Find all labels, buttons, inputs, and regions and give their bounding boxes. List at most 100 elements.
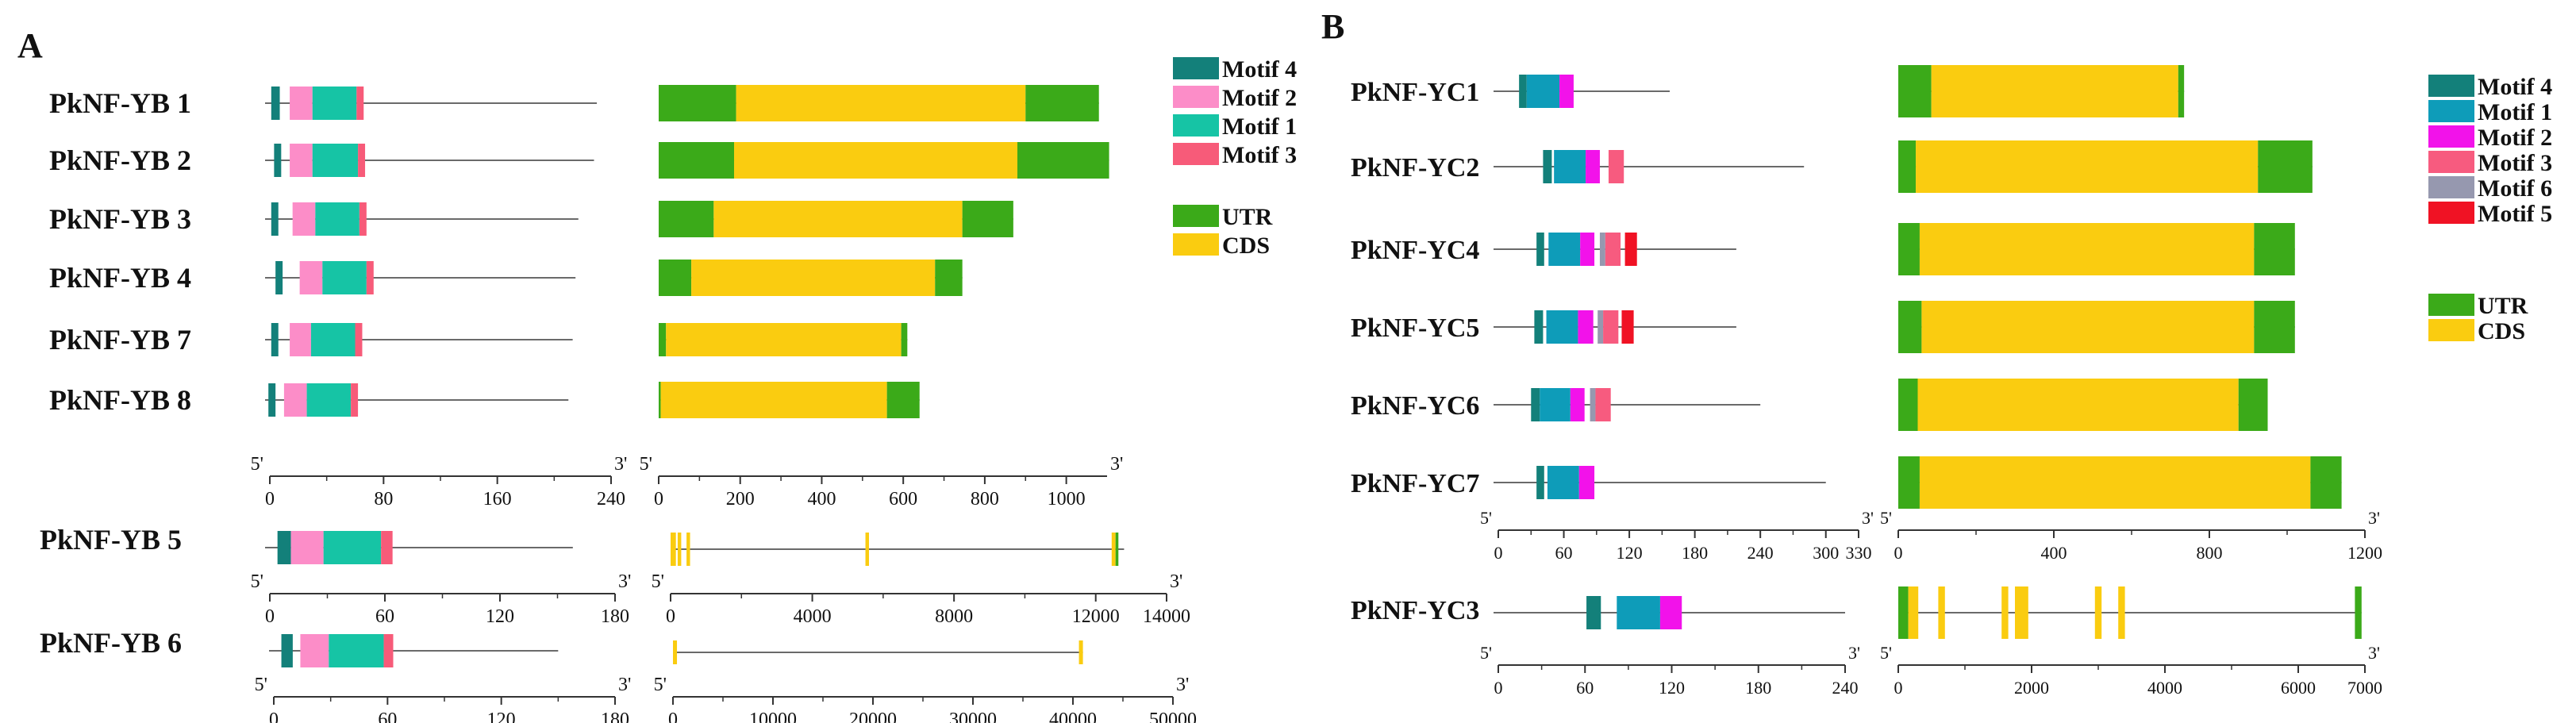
motif4-box: [1536, 233, 1544, 266]
motif1-B-box: [312, 144, 359, 177]
motif5-C-legend-swatch: [2428, 202, 2474, 224]
utr-segment: [1898, 301, 1922, 353]
motif6-C-legend-swatch: [2428, 176, 2474, 198]
axis-tick-label: 180: [601, 710, 629, 723]
utr-segment: [2254, 223, 2295, 275]
axis-tick-label: 20000: [849, 710, 897, 723]
cds-segment: [677, 533, 682, 566]
utr-segment: [2355, 586, 2362, 639]
utr-segment: [1115, 533, 1119, 566]
motif2-B-box: [290, 323, 311, 356]
axis-tick-label: 240: [597, 489, 625, 510]
axis-tick-label: 300: [1813, 543, 1839, 563]
axis-tick-label: 40000: [1049, 710, 1097, 723]
axis-tick-label: 4000: [2147, 678, 2182, 698]
utr-segment: [901, 323, 908, 356]
motif3-C-box: [1608, 150, 1624, 183]
motif1-C-box: [1526, 75, 1560, 108]
gene-label: PkNF-YC5: [1351, 313, 1479, 343]
motif5-C-box: [1624, 233, 1637, 266]
motif1-B-box: [315, 202, 359, 236]
motif3-B-box: [358, 144, 366, 177]
utr-segment: [2178, 65, 2185, 117]
motif6-C-box: [1598, 310, 1604, 344]
utr-segment: [1898, 586, 1909, 639]
motif3-B-box: [383, 634, 394, 667]
motif2-C-box: [1659, 596, 1682, 629]
axis-start-label: 5': [654, 675, 667, 695]
motif4-box: [1536, 466, 1544, 499]
axis-tick-label: 30000: [949, 710, 997, 723]
motif4-box: [1534, 310, 1544, 344]
utr-segment: [1898, 379, 1918, 431]
legend-label: CDS: [1222, 233, 1270, 259]
axis-tick-label: 120: [486, 606, 514, 627]
axis-end-label: 3': [1176, 675, 1189, 695]
motif3-B-box: [366, 261, 374, 294]
axis-tick-label: 10000: [749, 710, 797, 723]
motif2-C-box: [1570, 388, 1585, 421]
motif1-B-box: [306, 383, 352, 417]
panel-label-A: A: [17, 26, 43, 65]
axis-tick-label: 60: [1576, 678, 1594, 698]
motif3-B-box: [355, 323, 363, 356]
motif1-B-legend-swatch: [1173, 114, 1219, 137]
cds-segment: [1908, 586, 1919, 639]
axis-tick-label: 160: [483, 489, 512, 510]
cds-segment: [1919, 223, 2255, 275]
axis-start-label: 5': [251, 454, 263, 475]
motif4-box: [1531, 388, 1540, 421]
cds-segment: [1916, 140, 2259, 193]
cds-legend-swatch: [1173, 233, 1219, 256]
motif2-B-box: [292, 202, 316, 236]
legend-label: Motif 1: [1222, 113, 1297, 140]
cds-segment: [713, 201, 963, 237]
axis-tick-label: 8000: [935, 606, 973, 627]
gene-label: PkNF-YC7: [1351, 469, 1479, 498]
axis-end-label: 3': [1110, 454, 1123, 475]
cds-segment: [686, 533, 690, 566]
utr-legend-swatch: [2428, 294, 2474, 316]
utr-segment: [1898, 223, 1920, 275]
motif1-B-box: [329, 634, 384, 667]
axis-tick-label: 0: [269, 710, 279, 723]
motif4-box: [1543, 150, 1552, 183]
motif1-C-legend-swatch: [2428, 100, 2474, 122]
axis-tick-label: 60: [378, 710, 397, 723]
legend-label: Motif 3: [2478, 150, 2552, 176]
cds-segment: [1931, 65, 2178, 117]
axis-tick-label: 0: [668, 710, 678, 723]
motif6-C-box: [1590, 388, 1596, 421]
cds-segment: [1919, 456, 2311, 509]
legend-label: Motif 4: [2478, 74, 2552, 100]
gene-label: PkNF-YB 4: [49, 262, 191, 294]
gene-label: PkNF-YB 2: [49, 144, 191, 176]
utr-segment: [659, 142, 735, 179]
axis-tick-label: 330: [1846, 543, 1872, 563]
gene-label: PkNF-YC6: [1351, 391, 1479, 421]
motif2-B-box: [290, 144, 313, 177]
motif4-box: [277, 531, 291, 564]
axis-tick-label: 200: [726, 489, 755, 510]
cds-segment: [2015, 586, 2028, 639]
legend-label: Motif 3: [1222, 142, 1297, 168]
motif3-C-legend-swatch: [2428, 151, 2474, 173]
motif5-C-box: [1621, 310, 1634, 344]
motif4-box: [268, 383, 276, 417]
axis-tick-label: 60: [1555, 543, 1573, 563]
motif4-box: [275, 261, 283, 294]
cds-segment: [736, 85, 1026, 121]
axis-tick-label: 0: [1894, 678, 1903, 698]
motif3-C-box: [1595, 388, 1611, 421]
motif1-B-box: [312, 87, 357, 120]
axis-tick-label: 800: [971, 489, 999, 510]
motif4-box: [1519, 75, 1527, 108]
motif3-C-box: [1603, 310, 1619, 344]
motif4-legend-swatch: [1173, 57, 1219, 79]
legend-label: Motif 5: [2478, 201, 2552, 227]
axis-end-label: 3': [1170, 571, 1182, 592]
axis-tick-label: 180: [1682, 543, 1708, 563]
motif1-C-box: [1540, 388, 1571, 421]
motif2-C-box: [1586, 150, 1600, 183]
